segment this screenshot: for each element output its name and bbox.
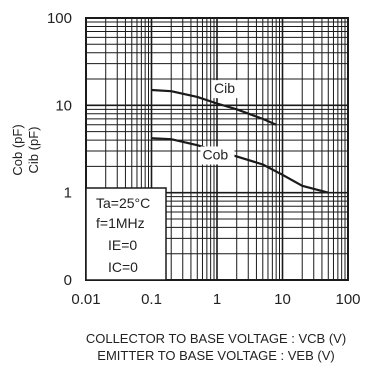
y-tick-label: 10 [55,97,72,114]
series-label-bg-cib [212,80,247,99]
y-tick-label: 0 [64,272,72,289]
series-label-bg-cob [200,146,235,165]
series-line-cob [151,137,329,194]
y-axis-title-cib: Cib (pF) [26,127,41,174]
conditions-box [85,187,167,281]
x-tick-labels: 0.01 0.1 1 10 100 [71,291,360,308]
x-tick-label: 0.1 [141,291,162,308]
x-tick-label: 10 [274,291,291,308]
y-axis-title-cob: Cob (pF) [10,124,25,175]
plot-frame [85,17,349,281]
x-tick-label: 1 [213,291,221,308]
condition-ic: IC=0 [108,259,138,275]
series-label-cob: Cob [202,146,228,162]
x-tick-label: 0.01 [71,291,100,308]
series-label-cib: Cib [214,80,235,96]
series-layer: Cib Cob [151,80,329,194]
x-axis-title-collector: COLLECTOR TO BASE VOLTAGE : VCB (V) [86,331,346,346]
condition-frequency: f=1MHz [96,215,145,231]
x-tick-label: 100 [335,291,360,308]
series-line-cib [151,88,277,126]
x-axis-title-emitter: EMITTER TO BASE VOLTAGE : VEB (V) [97,348,334,363]
y-tick-label: 1 [64,185,72,202]
condition-temperature: Ta=25°C [96,195,150,211]
y-tick-label: 100 [47,10,72,27]
condition-ie: IE=0 [108,237,137,253]
